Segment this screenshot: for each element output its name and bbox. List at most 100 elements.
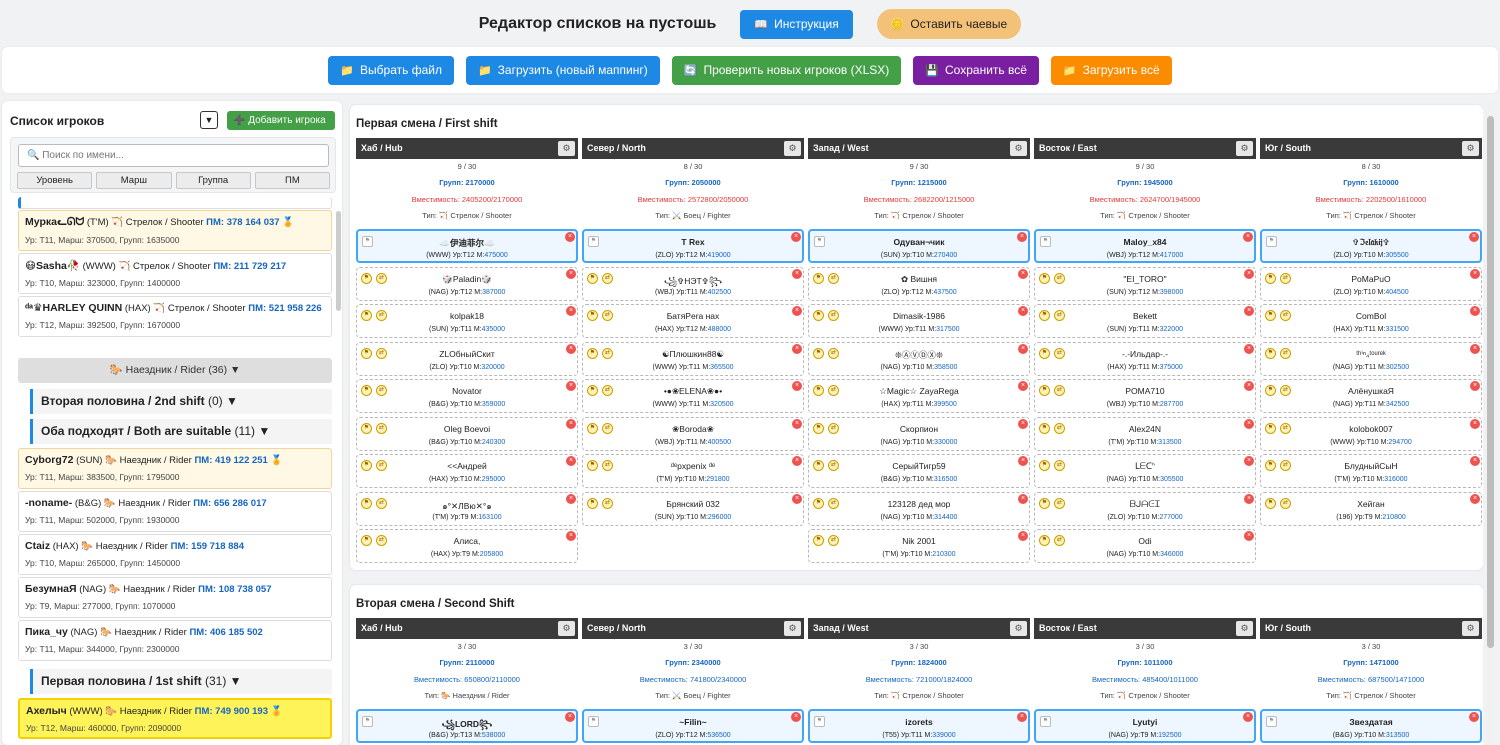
zone-player-card[interactable]: ⚑ ⇄ × ✿ Вишня (ZLO) Ур:T12 М:437500 <box>808 266 1030 301</box>
leader-toggle-icon[interactable]: ⚑ <box>362 716 373 727</box>
player-card[interactable]: 😷Sasha🥀 (WWW) 🏹 Стрелок / Shooter ПМ: 21… <box>18 253 332 294</box>
zone-player-card[interactable]: ⚑ ⇄ × Alex24N (T'M) Ур:T10 М:313500 <box>1034 416 1256 451</box>
leader-toggle-icon[interactable]: ⚑ <box>587 272 598 284</box>
leader-toggle-icon[interactable]: ⚑ <box>361 272 372 284</box>
swap-icon[interactable]: ⇄ <box>1280 347 1291 359</box>
remove-icon[interactable]: × <box>792 381 802 391</box>
remove-icon[interactable]: × <box>566 493 576 504</box>
zone-player-card[interactable]: ⚑ ⇄ × ᒪᗴᑕᑋ (NAG) Ур:T10 М:305500 <box>1034 454 1256 488</box>
swap-icon[interactable]: ⇄ <box>602 347 613 359</box>
leader-toggle-icon[interactable]: ⚑ <box>361 422 372 434</box>
remove-icon[interactable]: × <box>792 306 802 316</box>
remove-icon[interactable]: × <box>1244 343 1254 354</box>
zone-player-card[interactable]: ⚑ ⇄ × Nik 2001 (T'M) Ур:T10 М:210300 <box>808 529 1030 563</box>
player-card[interactable]: Cyborg72 (SUN) 🐎 Наездник / Rider ПМ: 41… <box>18 448 332 489</box>
swap-icon[interactable]: ⇄ <box>828 347 839 359</box>
swap-icon[interactable]: ⇄ <box>1054 272 1065 284</box>
zone-leader-card[interactable]: ⚑⇄×☁️伊迪菲尔☁️(WWW) Ур:T12 М:475000 <box>356 229 578 263</box>
swap-icon[interactable]: ⇄ <box>1054 385 1065 396</box>
player-card[interactable]: -noname- (B&G) 🐎 Наездник / Rider ПМ: 65… <box>18 491 332 532</box>
swap-icon[interactable]: ⇄ <box>376 310 387 321</box>
zone-player-card[interactable]: ⚑ ⇄ × PoMaPuO (ZLO) Ур:T10 М:404500 <box>1260 266 1482 301</box>
swap-icon[interactable]: ⇄ <box>1054 310 1065 321</box>
remove-icon[interactable]: × <box>1017 232 1027 242</box>
leader-toggle-icon[interactable]: ⚑ <box>361 535 372 546</box>
leader-toggle-icon[interactable]: ⚑ <box>1265 460 1276 471</box>
remove-icon[interactable]: × <box>1018 456 1028 466</box>
zone-player-card[interactable]: ⚑ ⇄ × СерыйТигр59 (B&G) Ур:T10 М:316500 <box>808 454 1030 488</box>
zone-player-card[interactable]: ⚑ ⇄ × ZLOбныйСкит (ZLO) Ур:T10 М:320000 <box>356 341 578 376</box>
leader-toggle-icon[interactable]: ⚑ <box>588 236 599 247</box>
add-player-button[interactable]: ➕ Добавить игрока <box>227 111 335 130</box>
leader-toggle-icon[interactable]: ⚑ <box>587 497 598 509</box>
zone-player-card[interactable]: ⚑ ⇄ × ☆Magic☆ ZayaRega (HAX) Ур:T11 М:399500 <box>808 379 1030 413</box>
swap-icon[interactable]: ⇄ <box>602 497 613 509</box>
leader-toggle-icon[interactable]: ⚑ <box>813 272 824 284</box>
leader-toggle-icon[interactable]: ⚑ <box>361 385 372 396</box>
zone-player-card[interactable]: ⚑ ⇄ × ᗷᒍᗩᕮᏆ (ZLO) Ур:T10 М:277000 <box>1034 491 1256 526</box>
leader-toggle-icon[interactable]: ⚑ <box>361 310 372 321</box>
leader-toggle-icon[interactable]: ⚑ <box>1265 422 1276 434</box>
swap-icon[interactable]: ⇄ <box>602 272 613 284</box>
zone-leader-card[interactable]: ⚑⇄×T Rex(ZLO) Ур:T12 М:419000 <box>582 229 804 263</box>
leader-toggle-icon[interactable]: ⚑ <box>361 460 372 471</box>
subgroup-header[interactable]: Оба подходят / Both are suitable (11) ▼ <box>30 419 332 444</box>
swap-icon[interactable]: ⇄ <box>1054 422 1065 434</box>
zone-player-card[interactable]: ⚑ ⇄ × "EI_TORO" (SUN) Ур:T12 М:398000 <box>1034 266 1256 301</box>
zone-settings-icon[interactable]: ⚙ <box>558 141 575 156</box>
zone-player-card[interactable]: ⚑ ⇄ × -.-Ильдар-.- (HAX) Ур:T11 М:375000 <box>1034 341 1256 376</box>
player-card[interactable]: Пика_чу (NAG) 🐎 Наездник / Rider ПМ: 406… <box>18 620 332 661</box>
leader-toggle-icon[interactable]: ⚑ <box>814 236 825 247</box>
swap-icon[interactable]: ⇄ <box>828 422 839 434</box>
subgroup-header[interactable]: Первая половина / 1st shift (31) ▼ <box>30 669 332 694</box>
zone-settings-icon[interactable]: ⚙ <box>1010 621 1027 636</box>
zone-player-card[interactable]: ⚑ ⇄ × ❊ⒶⓋⒹⓍ❊ (NAG) Ур:T10 М:358500 <box>808 341 1030 376</box>
remove-icon[interactable]: × <box>1470 306 1480 316</box>
remove-icon[interactable]: × <box>792 418 802 429</box>
sort-level-button[interactable]: Уровень <box>17 172 93 189</box>
zone-player-card[interactable]: ⚑ ⇄ × Скорпион (NAG) Ур:T10 М:330000 <box>808 416 1030 451</box>
tip-button[interactable]: 🪙 Оставить чаевые <box>876 9 1022 39</box>
remove-icon[interactable]: × <box>791 712 801 722</box>
remove-icon[interactable]: × <box>792 343 802 354</box>
swap-icon[interactable]: ⇄ <box>828 272 839 284</box>
zone-leader-card[interactable]: ⚑⇄×꧁LORD꧂(B&G) Ур:T13 М:538000 <box>356 709 578 743</box>
remove-icon[interactable]: × <box>1018 306 1028 316</box>
leader-toggle-icon[interactable]: ⚑ <box>587 347 598 359</box>
remove-icon[interactable]: × <box>1244 268 1254 279</box>
leader-toggle-icon[interactable]: ⚑ <box>1039 385 1050 396</box>
leader-toggle-icon[interactable]: ⚑ <box>588 716 599 727</box>
zone-player-card[interactable]: ⚑ ⇄ × Алиса, (HAX) Ур:T9 М:205800 <box>356 529 578 563</box>
subgroup-header[interactable]: Вторая половина / 2nd shift (0) ▼ <box>30 389 332 414</box>
leader-toggle-icon[interactable]: ⚑ <box>587 460 598 471</box>
leader-toggle-icon[interactable]: ⚑ <box>813 460 824 471</box>
swap-icon[interactable]: ⇄ <box>1280 422 1291 434</box>
zone-player-card[interactable]: ⚑ ⇄ × Dimasik-1986 (WWW) Ур:T11 М:317500 <box>808 304 1030 338</box>
remove-icon[interactable]: × <box>791 232 801 242</box>
remove-icon[interactable]: × <box>1470 418 1480 429</box>
remove-icon[interactable]: × <box>1244 531 1254 541</box>
zone-settings-icon[interactable]: ⚙ <box>1462 621 1479 636</box>
zone-player-card[interactable]: ⚑ ⇄ × ComBol (HAX) Ур:T11 М:331500 <box>1260 304 1482 338</box>
remove-icon[interactable]: × <box>1017 712 1027 722</box>
zone-player-card[interactable]: ⚑ ⇄ × •●❀ELENA❀●• (WWW) Ур:T11 М:320500 <box>582 379 804 413</box>
player-list-scrollbar[interactable] <box>336 211 341 311</box>
player-card[interactable]: Ахелыч (WWW) 🐎 Наездник / Rider ПМ: 749 … <box>18 698 332 739</box>
leader-toggle-icon[interactable]: ⚑ <box>1039 272 1050 284</box>
remove-icon[interactable]: × <box>566 381 576 391</box>
swap-icon[interactable]: ⇄ <box>376 422 387 434</box>
remove-icon[interactable]: × <box>566 531 576 541</box>
zone-player-card[interactable]: ⚑ ⇄ × Брянский 032 (SUN) Ур:T10 М:296000 <box>582 491 804 526</box>
zone-player-card[interactable]: ⚑ ⇄ × ᵗʰⁱⁿ₄ᵗᵒᵘʳᵉᵏ (NAG) Ур:T11 М:302500 <box>1260 341 1482 376</box>
zone-player-card[interactable]: ⚑ ⇄ × Odi (NAG) Ур:T10 М:346000 <box>1034 529 1256 563</box>
leader-toggle-icon[interactable]: ⚑ <box>813 347 824 359</box>
swap-icon[interactable]: ⇄ <box>376 535 387 546</box>
remove-icon[interactable]: × <box>1469 712 1479 722</box>
leader-toggle-icon[interactable]: ⚑ <box>814 716 825 727</box>
remove-icon[interactable]: × <box>566 418 576 429</box>
remove-icon[interactable]: × <box>1470 456 1480 466</box>
remove-icon[interactable]: × <box>1018 381 1028 391</box>
remove-icon[interactable]: × <box>1470 268 1480 279</box>
leader-toggle-icon[interactable]: ⚑ <box>813 497 824 509</box>
remove-icon[interactable]: × <box>792 268 802 279</box>
